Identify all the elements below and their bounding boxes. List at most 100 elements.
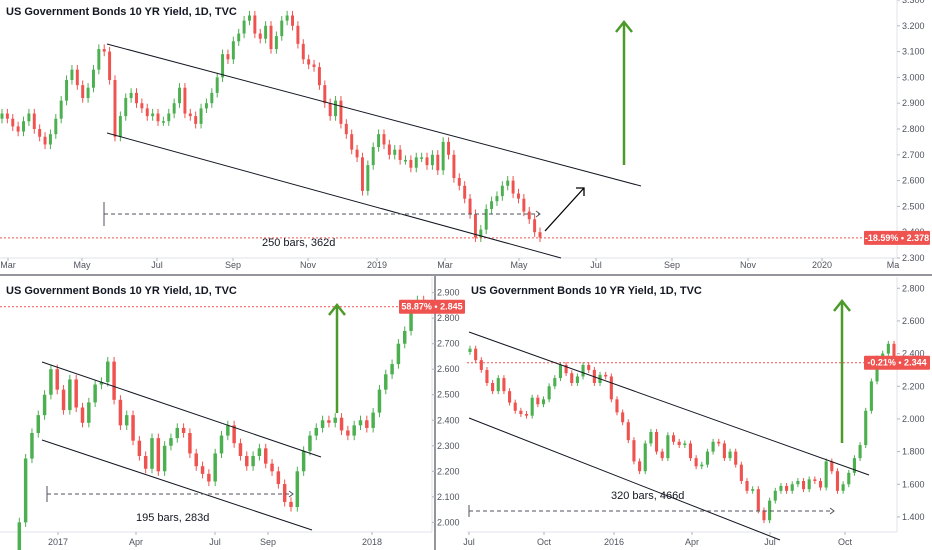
candle-body — [137, 440, 142, 456]
y-tick-label: 2.100 — [437, 492, 460, 502]
signal-arrow-up — [615, 19, 633, 165]
candle-body — [245, 455, 249, 467]
candle-body — [705, 451, 709, 465]
candle-body — [801, 481, 806, 490]
candle-body — [796, 481, 800, 485]
x-tick-label: 2016 — [604, 537, 624, 547]
candle-body — [711, 441, 715, 452]
candle-body — [352, 425, 356, 436]
candle-body — [604, 374, 608, 377]
candle-body — [118, 116, 122, 137]
candle-body — [188, 433, 192, 454]
candle-body — [402, 330, 407, 344]
candle-body — [38, 129, 42, 137]
measurement-tool — [468, 505, 835, 517]
y-tick-label: 1.600 — [902, 479, 925, 489]
candle-body — [334, 100, 338, 117]
candle-body — [830, 461, 834, 472]
candle-body — [307, 59, 311, 65]
y-tick-label: 3.300 — [902, 0, 925, 5]
measure-end-tick — [535, 210, 541, 218]
candle-body — [257, 448, 262, 456]
chart-title: US Government Bonds 10 YR Yield, 1D, TVC — [6, 285, 237, 297]
candle-body — [457, 178, 461, 186]
candle-body — [500, 185, 504, 197]
candle-body — [251, 455, 255, 467]
candle-body — [671, 435, 676, 442]
signal-arrow-up — [833, 298, 851, 443]
x-tick-label: Apr — [685, 537, 699, 547]
y-tick-label: 2.400 — [902, 349, 925, 359]
candle-body — [745, 481, 749, 491]
candle-body — [728, 451, 732, 459]
candle-body — [226, 425, 230, 436]
measurement-label: 250 bars, 362d — [262, 237, 335, 249]
projection-arrow-line — [544, 187, 585, 232]
candle-body — [892, 343, 896, 364]
candle-body — [346, 430, 350, 436]
candle-body — [11, 118, 15, 127]
candle-body — [323, 85, 327, 104]
candle-body — [398, 149, 402, 160]
candle-body — [660, 451, 664, 459]
candle-body — [333, 417, 337, 423]
candle-body — [5, 113, 9, 119]
candle-body — [270, 463, 274, 472]
candle-body — [632, 440, 636, 462]
candle-body — [409, 159, 413, 168]
measure-end-tick — [829, 507, 835, 515]
candle-body — [30, 433, 34, 459]
candle-body — [296, 25, 300, 44]
candle-body — [365, 420, 369, 428]
candle-body — [643, 443, 647, 472]
x-tick-label: Apr — [129, 537, 143, 547]
candle-body — [377, 134, 381, 148]
candle-body — [779, 485, 783, 491]
candle-body — [339, 417, 344, 431]
signal-arrow-head — [833, 298, 851, 312]
candle-body — [93, 384, 97, 403]
candle-body — [420, 157, 424, 159]
y-tick-label: 2.000 — [902, 414, 925, 424]
candle-body — [16, 126, 20, 132]
candle-body — [485, 369, 489, 383]
candle-body — [23, 458, 28, 523]
price-badge — [864, 230, 930, 245]
measure-end-tick — [288, 490, 294, 498]
candle-body — [162, 445, 167, 472]
candle-body — [328, 103, 332, 117]
signal-arrow-up — [328, 302, 346, 413]
candle-body — [200, 466, 205, 474]
candle-body — [289, 501, 293, 508]
candle-body — [48, 134, 52, 145]
candle-body — [869, 381, 873, 411]
candle-body — [188, 113, 192, 117]
x-tick-label: Jul — [590, 260, 602, 270]
candle-body — [108, 51, 112, 80]
candle-body — [677, 441, 681, 446]
candle-body — [517, 193, 520, 199]
candle-body — [360, 157, 364, 191]
candle-body — [824, 461, 828, 488]
candle-body — [43, 136, 47, 145]
signal-arrow-head — [328, 302, 346, 316]
candle-body — [295, 471, 300, 508]
candle-body — [530, 397, 534, 416]
candle-body — [858, 445, 862, 459]
candle-body — [140, 103, 144, 109]
candle-body — [215, 77, 219, 93]
candle-body — [194, 453, 198, 467]
candle-body — [175, 427, 180, 439]
candle-body — [683, 443, 687, 446]
candle-body — [36, 415, 41, 434]
candle-body — [312, 64, 316, 68]
candle-body — [42, 394, 47, 416]
candle-body — [124, 415, 129, 426]
candle-body — [474, 348, 478, 361]
candle-body — [807, 479, 811, 490]
y-tick-label: 2.500 — [902, 201, 925, 211]
candle-body — [242, 20, 246, 34]
candle-body — [722, 443, 726, 459]
candle-body — [65, 79, 69, 101]
candle-body — [479, 229, 483, 238]
